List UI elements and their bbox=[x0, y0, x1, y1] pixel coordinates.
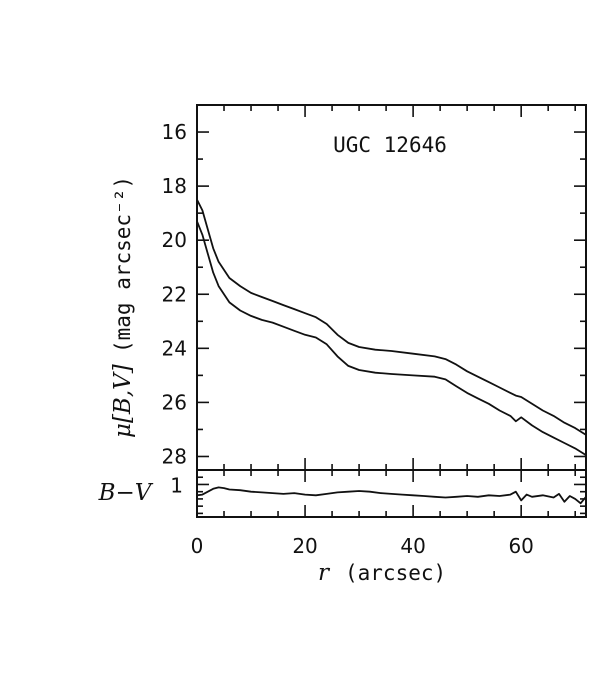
y-tick-label: 16 bbox=[162, 120, 187, 144]
y-axis-label: μ[B,V] (mag arcsec⁻²) bbox=[110, 176, 136, 438]
y-axis-label-units: (mag arcsec⁻²) bbox=[111, 176, 135, 353]
color-plot-frame bbox=[196, 469, 587, 518]
x-tick-label: 0 bbox=[191, 534, 204, 558]
x-tick-label: 40 bbox=[400, 534, 425, 558]
x-axis-label: r (arcsec) bbox=[318, 560, 446, 586]
y-tick-label: 24 bbox=[162, 336, 187, 360]
surface-brightness-panel: 16 18 20 22 24 26 28 UGC 12646 μ[B,V] (mag arc… bbox=[110, 104, 587, 471]
color-y-axis-label: B−V bbox=[98, 480, 154, 506]
y-axis-label-symbol: μ[B,V] bbox=[110, 364, 136, 438]
color-curve bbox=[196, 486, 587, 505]
y-tick-label: 22 bbox=[162, 282, 187, 306]
x-axis-label-units: (arcsec) bbox=[345, 561, 446, 585]
main-ticks: 16 18 20 22 24 26 28 bbox=[162, 104, 586, 470]
main-plot-frame bbox=[196, 104, 587, 471]
main-curves bbox=[196, 199, 587, 456]
x-tick-label: 60 bbox=[508, 534, 533, 558]
color-ticks: 0 20 40 60 1 bbox=[170, 470, 586, 558]
y-tick-label: 28 bbox=[162, 444, 187, 468]
color-curves bbox=[196, 486, 587, 505]
color-y-tick-label: 1 bbox=[170, 473, 183, 497]
x-axis-label-symbol: r bbox=[318, 560, 331, 586]
profile-curve-2 bbox=[196, 220, 587, 456]
profile-curve-1 bbox=[196, 199, 587, 436]
y-tick-label: 18 bbox=[162, 174, 187, 198]
x-tick-label: 20 bbox=[292, 534, 317, 558]
chart-title: UGC 12646 bbox=[333, 133, 447, 157]
color-index-panel: 0 20 40 60 1 B−V r (arcsec) bbox=[98, 469, 587, 586]
y-tick-label: 20 bbox=[162, 228, 187, 252]
y-tick-label: 26 bbox=[162, 390, 187, 414]
